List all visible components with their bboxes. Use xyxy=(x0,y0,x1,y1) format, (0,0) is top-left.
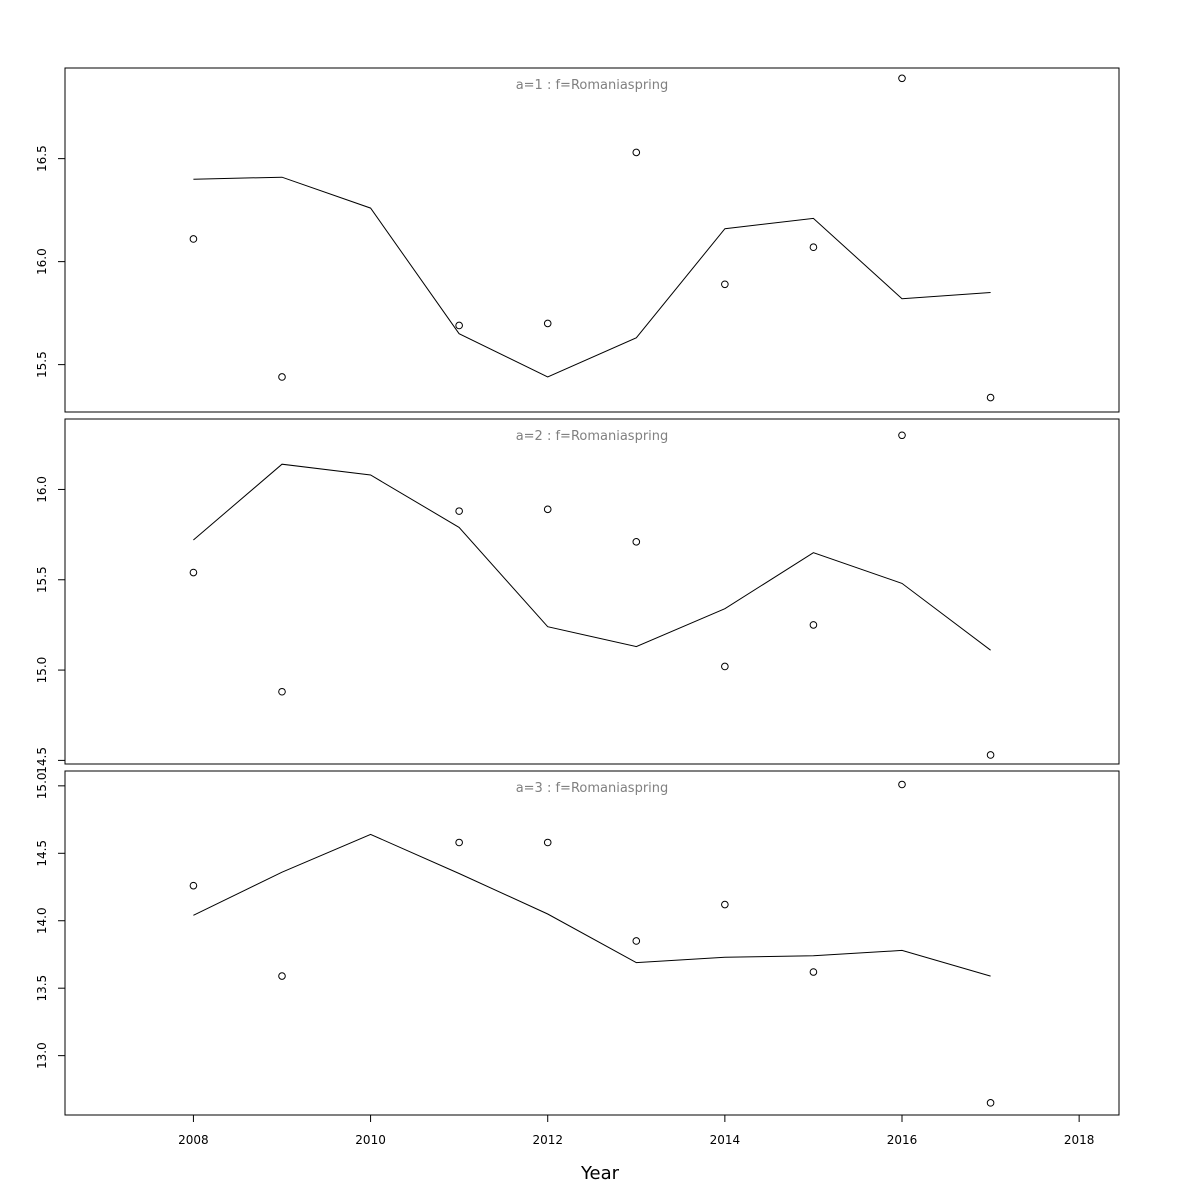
y-tick-label: 14.0 xyxy=(35,907,49,934)
y-axis: 14.5 15.0 15.5 16.0 xyxy=(35,476,65,774)
data-point xyxy=(632,148,641,157)
data-point xyxy=(543,838,552,847)
data-point xyxy=(543,505,552,514)
y-tick-label: 15.0 xyxy=(35,772,49,799)
data-point xyxy=(898,780,906,789)
panel-frame xyxy=(64,770,1120,1116)
x-tick-label: 2014 xyxy=(710,1133,741,1147)
data-point xyxy=(721,662,729,671)
y-tick-label: 16.5 xyxy=(35,145,49,172)
panel-label: a=1 : f=Romaniaspring xyxy=(516,78,669,93)
y-tick-label: 16.0 xyxy=(35,476,49,503)
data-point xyxy=(455,838,463,847)
data-point xyxy=(721,280,729,289)
data-point xyxy=(455,507,463,515)
panel-label: a=2 : f=Romaniaspring xyxy=(516,429,669,444)
data-point xyxy=(189,881,198,890)
fitted-line xyxy=(193,833,991,977)
data-point xyxy=(278,972,286,980)
x-tick-label: 2016 xyxy=(887,1133,918,1147)
panel-frame xyxy=(64,67,1120,413)
data-point xyxy=(898,431,906,440)
data-point xyxy=(809,968,818,976)
panel-1: a=1 : f=Romaniaspring 15.5 16.0 16.5 xyxy=(35,67,1120,413)
y-tick-label: 15.5 xyxy=(35,351,49,378)
data-point xyxy=(189,235,198,243)
fitted-line xyxy=(193,176,991,378)
data-point xyxy=(986,1099,995,1107)
data-point xyxy=(543,319,552,328)
x-tick-label: 2018 xyxy=(1064,1133,1095,1147)
data-point xyxy=(809,243,818,252)
data-point xyxy=(898,74,906,83)
y-axis: 13.0 13.5 14.0 14.5 15.0 xyxy=(35,772,65,1069)
data-point xyxy=(721,900,729,909)
panel-3: a=3 : f=Romaniaspring 13.0 13.5 14.0 14.5 15.… xyxy=(35,770,1120,1116)
y-axis: 15.5 16.0 16.5 xyxy=(35,145,65,378)
y-tick-label: 15.0 xyxy=(35,657,49,684)
x-axis: 2008 2010 2012 2014 2016 2018 xyxy=(178,1114,1095,1147)
data-point xyxy=(632,538,641,546)
data-point xyxy=(986,751,995,759)
fitted-line xyxy=(193,463,991,651)
y-tick-label: 14.5 xyxy=(35,840,49,867)
data-point xyxy=(189,568,198,577)
y-tick-label: 13.5 xyxy=(35,975,49,1002)
y-tick-label: 16.0 xyxy=(35,248,49,275)
data-point xyxy=(809,621,818,629)
x-tick-label: 2008 xyxy=(178,1133,209,1147)
panel-label: a=3 : f=Romaniaspring xyxy=(516,781,669,796)
panel-2: a=2 : f=Romaniaspring 14.5 15.0 15.5 16.0 xyxy=(35,418,1120,774)
data-point xyxy=(455,321,463,330)
y-tick-label: 13.0 xyxy=(35,1042,49,1069)
data-point xyxy=(278,373,286,381)
data-point xyxy=(986,393,995,402)
y-tick-label: 15.5 xyxy=(35,566,49,593)
y-tick-label: 14.5 xyxy=(35,747,49,774)
x-tick-label: 2012 xyxy=(532,1133,563,1147)
data-point xyxy=(632,937,641,945)
data-point xyxy=(278,687,286,696)
panel-frame xyxy=(64,418,1120,765)
x-tick-label: 2010 xyxy=(355,1133,386,1147)
panels-layer: a=1 : f=Romaniaspring 15.5 16.0 16.5 a=2 : f… xyxy=(35,67,1120,1116)
x-axis-title: Year xyxy=(580,1163,620,1184)
